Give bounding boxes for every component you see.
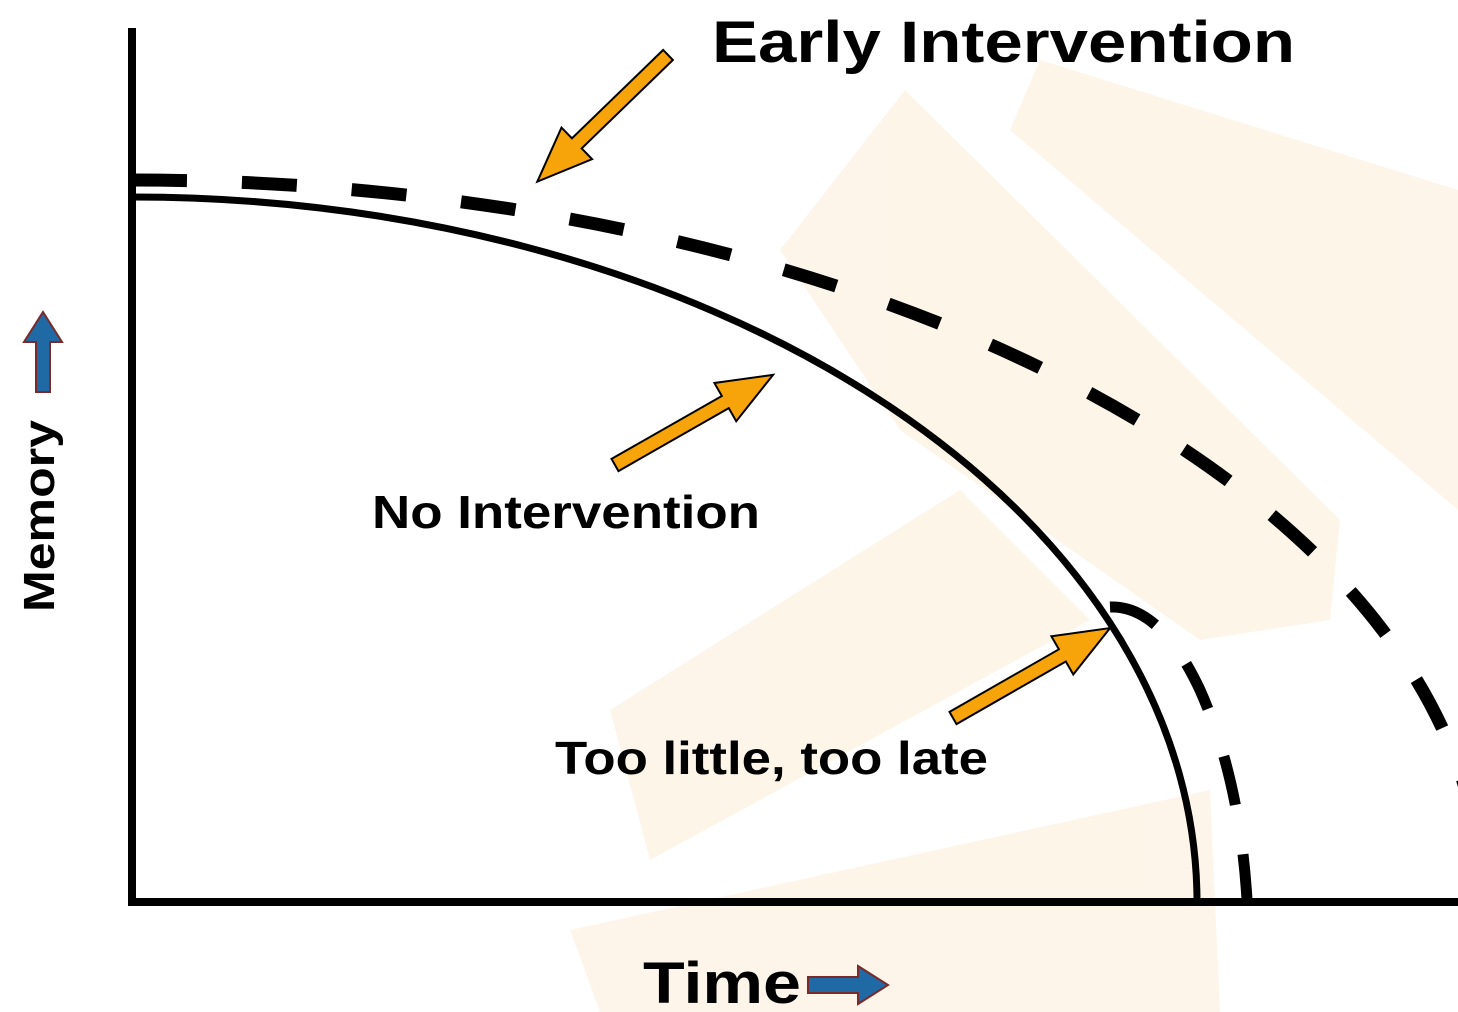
arrow	[610, 373, 776, 473]
arrow	[535, 48, 675, 184]
y-axis-label: Memory	[15, 419, 64, 612]
background-shapes	[570, 60, 1458, 1012]
y-axis-arrow	[22, 310, 64, 393]
bg-shape	[610, 490, 1090, 860]
early-label: Early Intervention	[712, 10, 1295, 75]
early-intervention-curve	[131, 173, 1458, 788]
bg-shape	[1010, 60, 1458, 510]
no-intervention-curve	[131, 193, 1201, 903]
late-intervention-curve	[1109, 601, 1253, 901]
arrows	[535, 48, 1113, 726]
bg-shape	[780, 90, 1340, 640]
arrow	[948, 626, 1113, 726]
late-label: Too little, too late	[555, 732, 988, 784]
x-axis-arrow	[807, 964, 890, 1006]
none-label: No Intervention	[372, 486, 760, 538]
x-axis-label: Time	[643, 951, 801, 1012]
